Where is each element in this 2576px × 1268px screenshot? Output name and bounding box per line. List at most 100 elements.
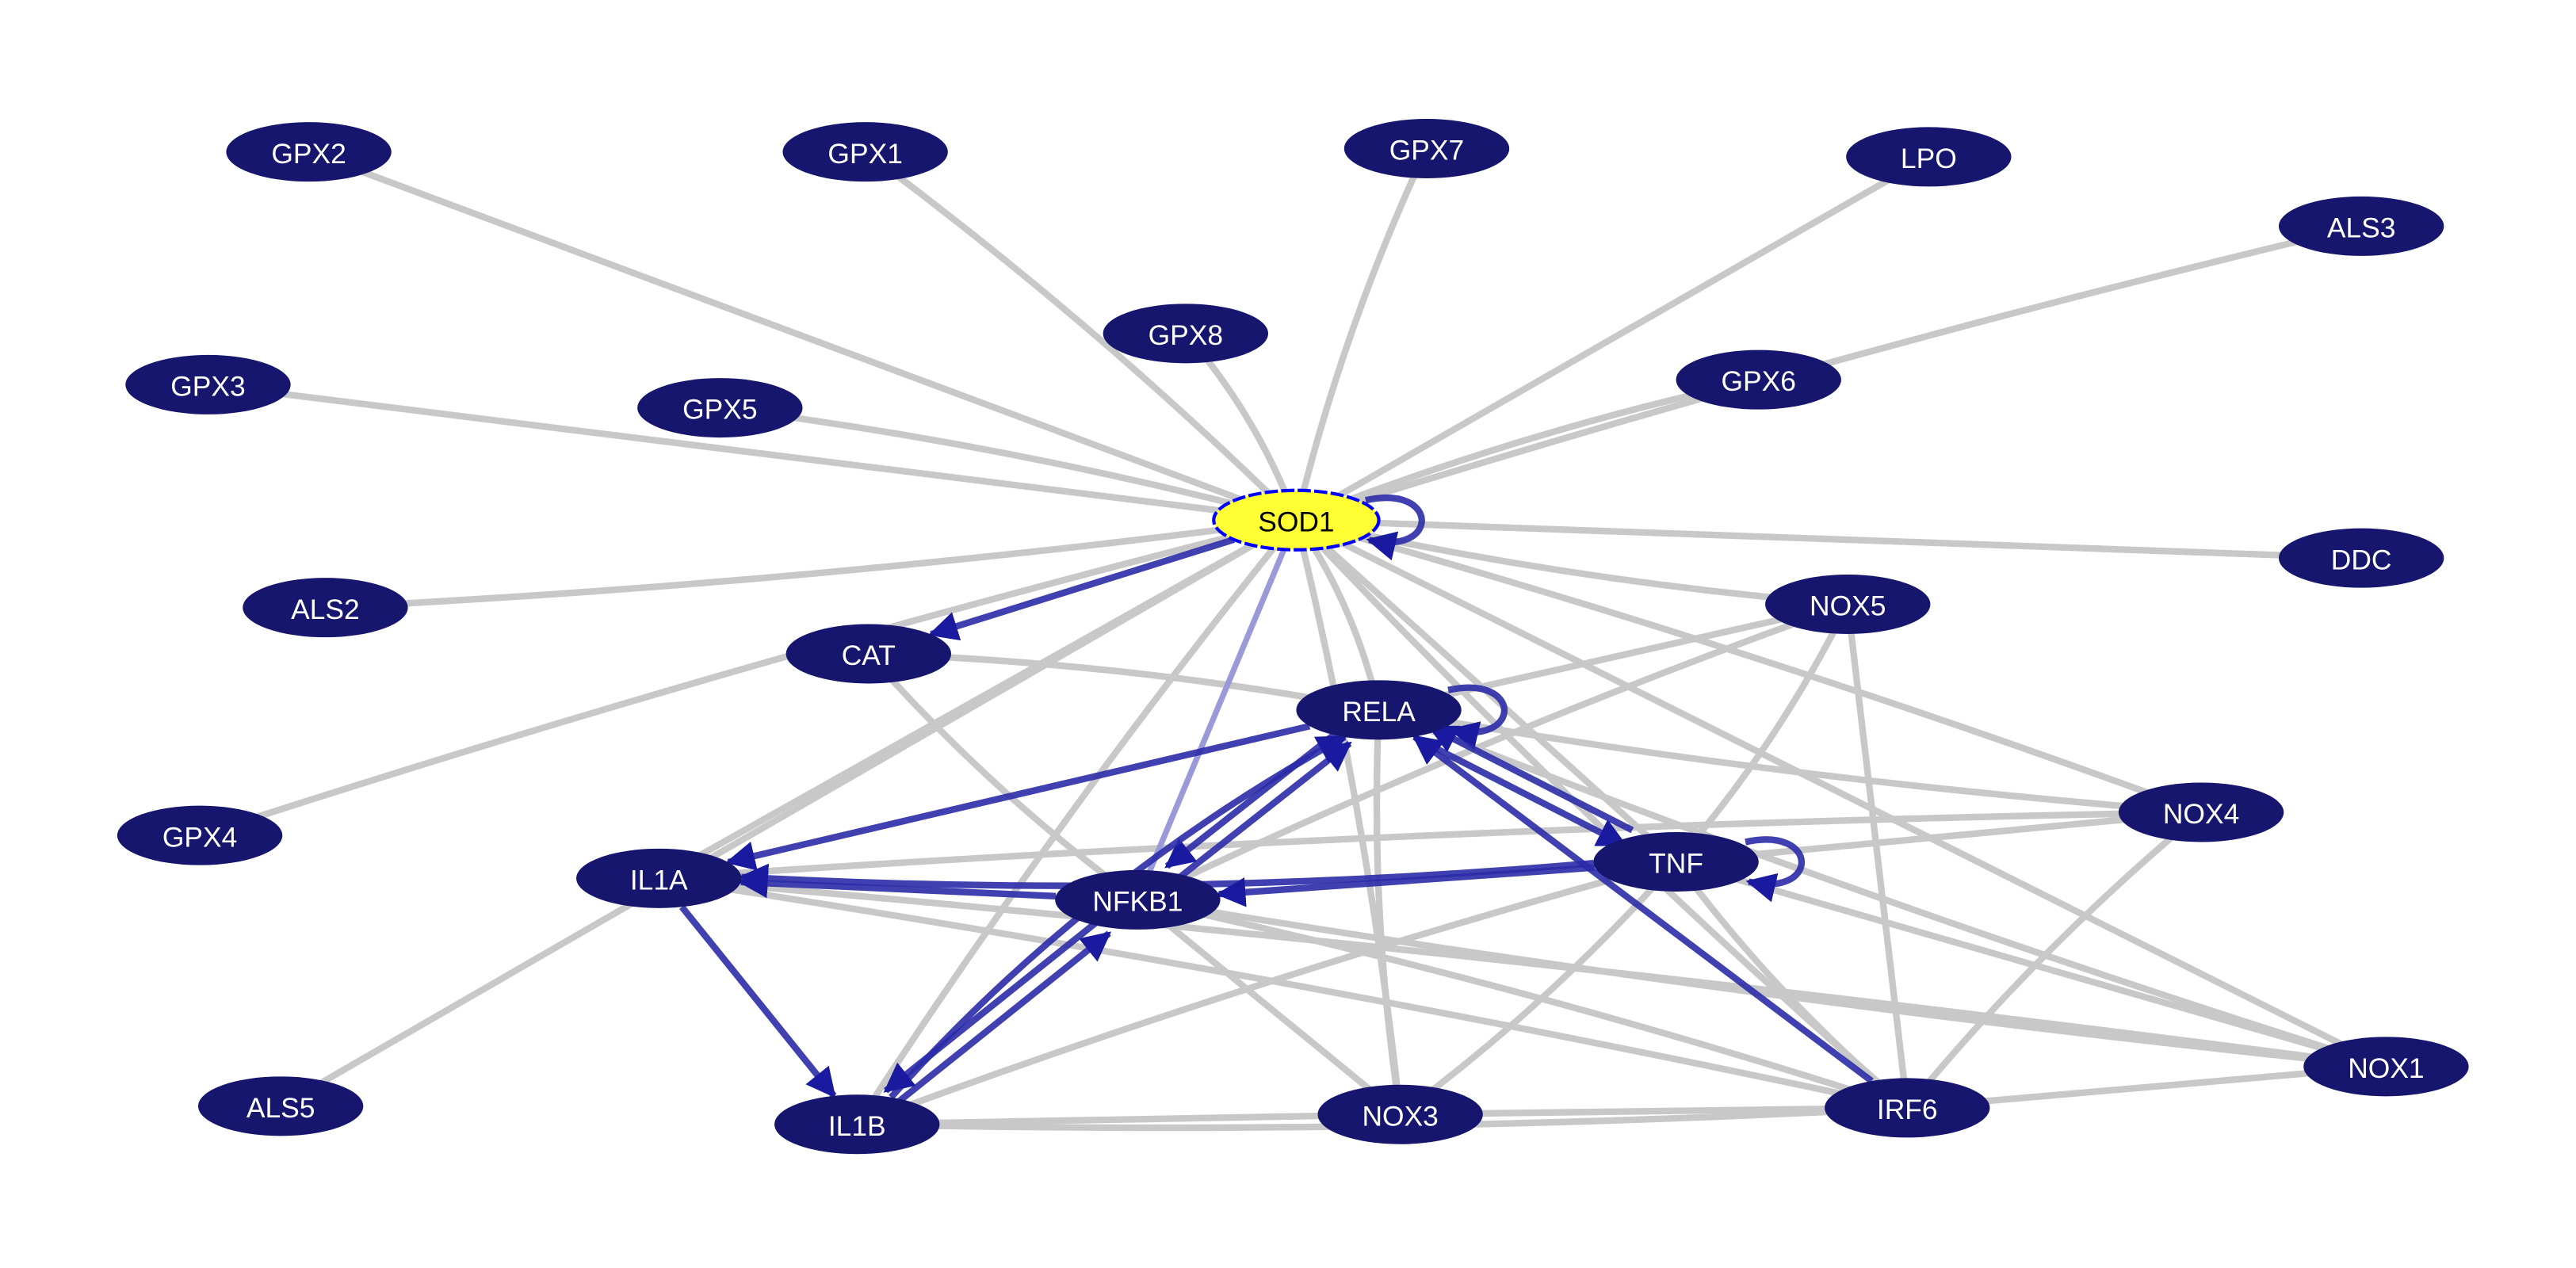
node-gpx8[interactable]: GPX8 xyxy=(1103,304,1268,364)
node-irf6[interactable]: IRF6 xyxy=(1825,1078,1990,1138)
self-loop-TNF xyxy=(1745,836,1805,903)
node-als2[interactable]: ALS2 xyxy=(243,578,408,638)
node-als3[interactable]: ALS3 xyxy=(2279,196,2444,256)
edge-NOX1-IL1A xyxy=(658,875,2387,1070)
node-gpx4[interactable]: GPX4 xyxy=(117,805,283,865)
node-shape xyxy=(226,122,392,182)
edge-NOX5-TNF xyxy=(1673,602,1851,865)
edge-RELA-TNF xyxy=(1420,739,1628,848)
edge-IRF6-NFKB1 xyxy=(1137,896,1909,1111)
edge-SOD1-IL1B xyxy=(854,518,1299,1127)
node-nox1[interactable]: NOX1 xyxy=(2303,1037,2469,1097)
node-shape xyxy=(1846,127,2012,187)
edge-SOD1-GPX2 xyxy=(308,148,1298,524)
node-shape xyxy=(198,1076,364,1136)
edge-TNF-NFKB1 xyxy=(1215,864,1596,907)
node-label: GPX7 xyxy=(1389,135,1464,166)
node-label: IL1B xyxy=(828,1110,886,1142)
node-lpo[interactable]: LPO xyxy=(1846,127,2012,187)
node-nox3[interactable]: NOX3 xyxy=(1317,1084,1483,1144)
edge-SOD1-GPX7 xyxy=(1293,147,1430,521)
edge-IL1B-TNF xyxy=(855,858,1677,1128)
node-shape xyxy=(2279,196,2444,256)
node-shape xyxy=(117,805,283,865)
node-il1a[interactable]: IL1A xyxy=(576,848,742,908)
node-shape xyxy=(243,578,408,638)
node-nox5[interactable]: NOX5 xyxy=(1765,575,1931,634)
node-cat[interactable]: CAT xyxy=(785,624,951,684)
node-gpx1[interactable]: GPX1 xyxy=(782,122,948,182)
node-gpx7[interactable]: GPX7 xyxy=(1343,119,1510,178)
edge-NOX3-TNF xyxy=(1398,859,1679,1117)
node-label: NFKB1 xyxy=(1092,886,1183,918)
node-label: GPX2 xyxy=(271,138,346,170)
node-shape xyxy=(1103,304,1268,364)
node-il1b[interactable]: IL1B xyxy=(774,1094,940,1155)
node-label: NOX1 xyxy=(2348,1052,2424,1084)
edge-NOX5-NFKB1 xyxy=(1136,601,1849,903)
edge-RELA-IL1A xyxy=(724,723,1311,871)
node-shape xyxy=(1296,680,1462,740)
edge-NFKB1-IL1B xyxy=(883,918,1101,1094)
node-nfkb1[interactable]: NFKB1 xyxy=(1055,869,1221,930)
node-gpx5[interactable]: GPX5 xyxy=(637,378,803,438)
node-label: IRF6 xyxy=(1877,1094,1938,1125)
node-label: GPX3 xyxy=(170,371,245,403)
node-tnf[interactable]: TNF xyxy=(1593,832,1759,892)
node-label: SOD1 xyxy=(1258,506,1334,537)
node-shape xyxy=(1055,869,1221,930)
edge-NOX1-TNF xyxy=(1675,858,2387,1070)
node-shape xyxy=(785,624,951,684)
nodes: GPX2 GPX1 GPX7 LPO ALS3 GPX8 GPX3 GPX5 GPX6 SOD1 D… xyxy=(117,119,2469,1155)
edge-SOD1-GPX4 xyxy=(198,517,1298,839)
node-als5[interactable]: ALS5 xyxy=(198,1076,364,1136)
edge-IRF6-RELA xyxy=(1412,734,1874,1084)
edge-SOD1-LPO xyxy=(1294,154,1931,523)
node-shape xyxy=(2279,528,2444,588)
edge-NOX3-RELA xyxy=(1373,709,1404,1115)
node-label: GPX1 xyxy=(827,138,902,170)
edge-SOD1-NOX4 xyxy=(1295,517,2203,815)
node-shape xyxy=(782,122,948,182)
node-label: LPO xyxy=(1901,143,1957,174)
node-sod1[interactable]: SOD1 xyxy=(1212,488,1381,552)
node-label: DDC xyxy=(2331,544,2392,575)
edge-SOD1-IL1A xyxy=(657,517,1298,881)
edge-NOX1-NFKB1 xyxy=(1137,896,2387,1070)
node-shape xyxy=(1825,1078,1990,1138)
node-gpx3[interactable]: GPX3 xyxy=(125,354,291,414)
node-ddc[interactable]: DDC xyxy=(2279,528,2444,588)
node-gpx6[interactable]: GPX6 xyxy=(1676,349,1841,410)
node-label: NOX4 xyxy=(2163,798,2239,830)
node-shape xyxy=(1317,1084,1483,1144)
node-label: GPX4 xyxy=(162,821,237,853)
edge-NOX1-RELA xyxy=(1378,706,2387,1070)
edge-CAT-NFKB1 xyxy=(866,651,1140,903)
edge-SOD1-NFKB1 xyxy=(1135,518,1299,901)
node-rela[interactable]: RELA xyxy=(1296,680,1462,740)
node-label: NOX5 xyxy=(1810,590,1886,622)
node-label: IL1A xyxy=(630,864,688,896)
node-shape xyxy=(774,1094,940,1155)
node-label: ALS3 xyxy=(2327,212,2396,244)
node-label: CAT xyxy=(842,640,896,671)
undirected-edges xyxy=(198,147,2388,1132)
node-shape xyxy=(2118,782,2284,842)
node-shape xyxy=(637,378,803,438)
node-shape xyxy=(1212,488,1381,552)
edge-TNF-RELA xyxy=(1427,724,1634,834)
node-nox4[interactable]: NOX4 xyxy=(2118,782,2284,842)
edge-NOX4-RELA xyxy=(1378,706,2202,816)
edge-SOD1-GPX5 xyxy=(719,404,1298,524)
node-label: GPX8 xyxy=(1148,319,1223,351)
node-shape xyxy=(1765,575,1931,634)
edge-NFKB1-IL1A xyxy=(737,868,1057,899)
edge-NOX5-IRF6 xyxy=(1844,604,1911,1109)
node-shape xyxy=(1343,119,1510,178)
node-gpx2[interactable]: GPX2 xyxy=(226,122,392,182)
edge-SOD1-CAT xyxy=(927,536,1236,641)
self-loop-SOD1 xyxy=(1365,495,1425,561)
node-label: GPX6 xyxy=(1722,365,1796,397)
node-shape xyxy=(2303,1037,2469,1097)
